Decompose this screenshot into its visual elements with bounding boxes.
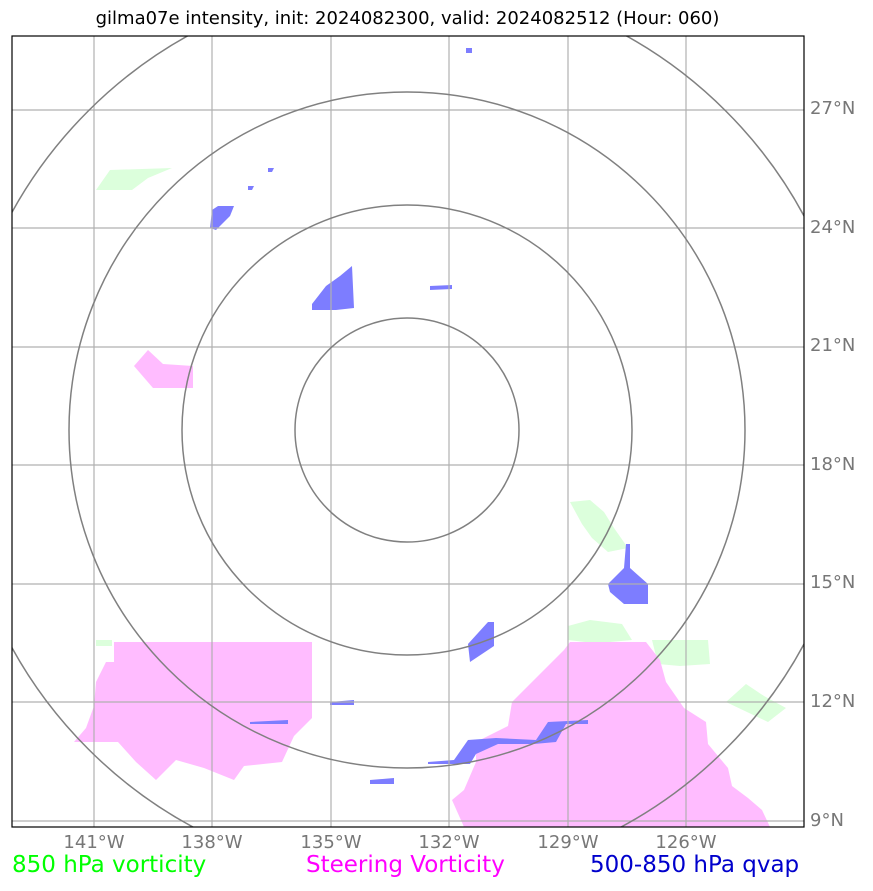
qvap-area bbox=[248, 186, 254, 190]
green-area bbox=[726, 684, 786, 722]
magenta-area bbox=[74, 642, 312, 780]
lon-label-138w: 138°W bbox=[181, 832, 243, 853]
qvap-areas bbox=[210, 48, 648, 784]
qvap-area bbox=[370, 778, 394, 784]
lon-label-126w: 126°W bbox=[655, 832, 717, 853]
range-ring bbox=[294, 317, 520, 543]
qvap-area bbox=[430, 285, 452, 290]
lat-label-9n: 9°N bbox=[810, 810, 844, 831]
lat-label-18n: 18°N bbox=[810, 454, 856, 475]
plot-frame bbox=[11, 35, 805, 828]
range-ring bbox=[181, 204, 633, 656]
green-area bbox=[96, 640, 112, 646]
steering-vorticity-areas bbox=[74, 350, 770, 827]
lat-label-24n: 24°N bbox=[810, 217, 856, 238]
lat-label-15n: 15°N bbox=[810, 572, 856, 593]
qvap-area bbox=[268, 168, 274, 172]
green-area bbox=[568, 620, 632, 642]
qvap-area bbox=[210, 206, 234, 230]
legend-850-vorticity: 850 hPa vorticity bbox=[12, 852, 207, 878]
lon-label-129w: 129°W bbox=[537, 832, 599, 853]
lat-label-21n: 21°N bbox=[810, 335, 856, 356]
qvap-area bbox=[608, 544, 648, 604]
qvap-area bbox=[250, 720, 288, 724]
range-rings bbox=[12, 36, 804, 827]
lon-label-135w: 135°W bbox=[300, 832, 362, 853]
magenta-area bbox=[134, 350, 193, 388]
qvap-area bbox=[466, 48, 472, 53]
legend-steering-vorticity: Steering Vorticity bbox=[306, 852, 505, 878]
lat-label-12n: 12°N bbox=[810, 691, 856, 712]
vorticity-850-areas bbox=[96, 168, 786, 722]
green-area bbox=[96, 168, 172, 190]
range-ring bbox=[68, 91, 746, 769]
plot-title: gilma07e intensity, init: 2024082300, va… bbox=[95, 8, 720, 29]
magenta-area bbox=[452, 642, 770, 827]
qvap-area bbox=[428, 720, 588, 764]
lon-label-132w: 132°W bbox=[418, 832, 480, 853]
legend-qvap: 500-850 hPa qvap bbox=[590, 852, 800, 878]
lon-label-141w: 141°W bbox=[63, 832, 125, 853]
lat-label-27n: 27°N bbox=[810, 98, 856, 119]
graticule bbox=[12, 36, 804, 827]
qvap-area bbox=[312, 266, 354, 310]
green-area bbox=[570, 500, 628, 552]
